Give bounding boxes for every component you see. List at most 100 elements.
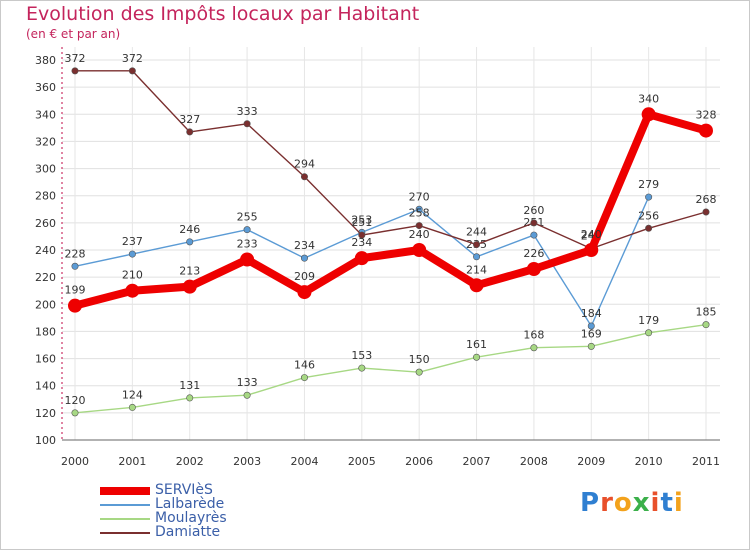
data-label-lalbar-de: 270 [409,190,430,203]
data-label-servi-s: 226 [523,247,544,260]
y-tick-label: 160 [35,353,56,366]
data-label-lalbar-de: 253 [351,213,372,226]
legend-swatch [100,487,150,495]
y-tick-label: 220 [35,271,56,284]
data-label-damiatte: 333 [237,105,258,118]
data-label-servi-s: 199 [65,284,86,297]
data-point-moulayr-s [415,368,423,376]
data-label-moulayr-s: 169 [581,327,602,340]
data-point-lalbar-de [530,231,538,239]
data-point-damiatte [186,128,194,136]
data-label-damiatte: 372 [65,52,86,65]
data-label-moulayr-s: 185 [696,306,717,319]
legend-label: Moulayrès [155,510,227,526]
data-point-servi-s [354,251,369,266]
series-line-moulayr-s [74,323,707,414]
y-tick-label: 180 [35,325,56,338]
logo-letter: o [613,488,633,518]
x-tick-label: 2005 [348,455,376,468]
data-label-damiatte: 260 [523,204,544,217]
x-tick-label: 2006 [405,455,433,468]
data-point-moulayr-s [71,409,79,417]
y-tick-label: 100 [35,434,56,447]
data-point-moulayr-s [473,353,481,361]
x-tick-label: 2009 [577,455,605,468]
logo-letter: t [660,488,674,518]
data-label-moulayr-s: 150 [409,353,430,366]
data-label-lalbar-de: 184 [581,307,602,320]
logo-letter: r [600,488,614,518]
y-tick-label: 360 [35,81,56,94]
data-point-moulayr-s [530,344,538,352]
data-label-damiatte: 256 [638,209,659,222]
data-point-moulayr-s [358,364,366,372]
logo-letter: i [673,488,684,518]
data-label-moulayr-s: 146 [294,359,315,372]
y-tick-label: 240 [35,244,56,257]
data-label-lalbar-de: 246 [179,223,200,236]
data-label-moulayr-s: 161 [466,338,487,351]
y-tick-label: 300 [35,163,56,176]
data-label-servi-s: 340 [638,92,659,105]
logo-letter: x [632,488,651,518]
y-tick-label: 260 [35,217,56,230]
data-point-servi-s [641,107,656,122]
data-label-servi-s: 213 [179,265,200,278]
data-label-moulayr-s: 179 [638,314,659,327]
data-label-servi-s: 209 [294,270,315,283]
x-tick-label: 2007 [463,455,491,468]
data-point-servi-s [297,285,312,300]
x-tick-label: 2003 [233,455,261,468]
data-label-lalbar-de: 228 [65,247,86,260]
logo-letter: i [650,488,661,518]
data-point-damiatte [645,224,653,232]
data-point-moulayr-s [128,403,136,411]
series-line-servi-s [71,110,710,310]
x-tick-label: 2011 [692,455,720,468]
data-point-moulayr-s [243,391,251,399]
data-label-servi-s: 240 [581,228,602,241]
y-tick-label: 280 [35,190,56,203]
data-label-servi-s: 210 [122,269,143,282]
data-point-damiatte [415,222,423,230]
data-label-servi-s: 234 [351,236,372,249]
data-label-lalbar-de: 237 [122,235,143,248]
data-point-damiatte [358,231,366,239]
data-point-lalbar-de [128,250,136,258]
data-point-servi-s [699,123,713,138]
legend-swatch [100,532,150,534]
logo-letter: P [580,488,601,518]
data-point-moulayr-s [300,374,308,382]
data-point-servi-s [584,243,599,257]
x-tick-label: 2001 [118,455,146,468]
data-point-servi-s [240,252,255,267]
data-point-lalbar-de [587,322,595,330]
data-label-damiatte: 251 [351,216,372,229]
data-point-lalbar-de [243,226,251,234]
data-point-damiatte [530,219,538,227]
data-label-lalbar-de: 234 [294,239,315,252]
legend-swatch [100,504,150,506]
data-label-damiatte: 244 [466,226,487,239]
data-label-damiatte: 372 [122,52,143,65]
data-point-lalbar-de [415,205,423,213]
data-label-damiatte: 294 [294,158,315,171]
data-label-damiatte: 327 [179,113,200,126]
data-point-servi-s [68,298,82,313]
data-point-damiatte [71,67,79,75]
series-line-damiatte [74,70,707,250]
proxiti-logo: Proxiti [580,488,684,518]
data-point-damiatte [128,67,136,75]
data-point-lalbar-de [300,254,308,262]
y-tick-label: 120 [35,407,56,420]
data-point-servi-s [125,283,140,298]
x-tick-label: 2002 [176,455,204,468]
y-tick-label: 140 [35,380,56,393]
data-point-damiatte [473,241,481,249]
data-label-moulayr-s: 124 [122,388,143,401]
data-point-lalbar-de [645,193,653,201]
data-point-servi-s [182,279,197,294]
x-tick-label: 2000 [61,455,89,468]
x-tick-label: 2008 [520,455,548,468]
data-point-damiatte [702,208,710,216]
